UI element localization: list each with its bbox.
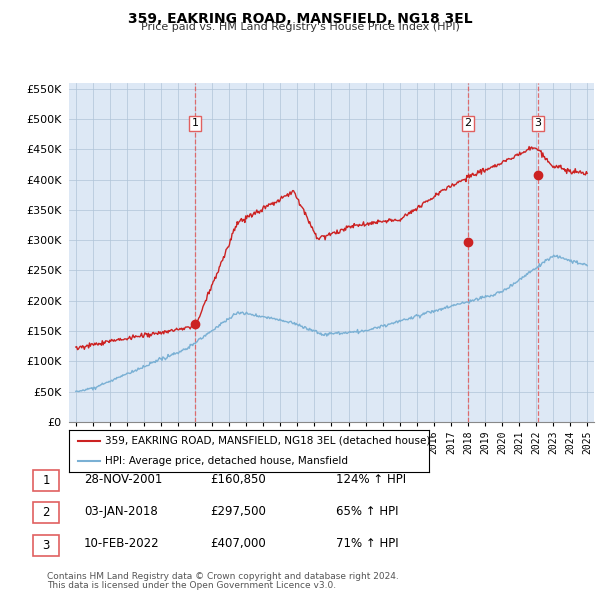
Text: HPI: Average price, detached house, Mansfield: HPI: Average price, detached house, Mans… (105, 455, 348, 466)
Text: £407,000: £407,000 (210, 537, 266, 550)
Text: 359, EAKRING ROAD, MANSFIELD, NG18 3EL: 359, EAKRING ROAD, MANSFIELD, NG18 3EL (128, 12, 472, 26)
Text: 03-JAN-2018: 03-JAN-2018 (84, 505, 158, 518)
Text: £160,850: £160,850 (210, 473, 266, 486)
Text: 10-FEB-2022: 10-FEB-2022 (84, 537, 160, 550)
Text: 359, EAKRING ROAD, MANSFIELD, NG18 3EL (detached house): 359, EAKRING ROAD, MANSFIELD, NG18 3EL (… (105, 436, 430, 446)
Text: 3: 3 (43, 539, 50, 552)
Text: 1: 1 (191, 119, 199, 128)
Text: 2: 2 (464, 119, 472, 128)
Text: This data is licensed under the Open Government Licence v3.0.: This data is licensed under the Open Gov… (47, 581, 336, 590)
Text: 124% ↑ HPI: 124% ↑ HPI (336, 473, 406, 486)
FancyBboxPatch shape (33, 535, 59, 556)
Text: 3: 3 (535, 119, 541, 128)
Text: £297,500: £297,500 (210, 505, 266, 518)
FancyBboxPatch shape (33, 470, 59, 491)
Text: Contains HM Land Registry data © Crown copyright and database right 2024.: Contains HM Land Registry data © Crown c… (47, 572, 398, 581)
Text: 1: 1 (43, 474, 50, 487)
Text: Price paid vs. HM Land Registry's House Price Index (HPI): Price paid vs. HM Land Registry's House … (140, 22, 460, 32)
FancyBboxPatch shape (33, 502, 59, 523)
Text: 65% ↑ HPI: 65% ↑ HPI (336, 505, 398, 518)
Text: 71% ↑ HPI: 71% ↑ HPI (336, 537, 398, 550)
Text: 28-NOV-2001: 28-NOV-2001 (84, 473, 163, 486)
Text: 2: 2 (43, 506, 50, 519)
